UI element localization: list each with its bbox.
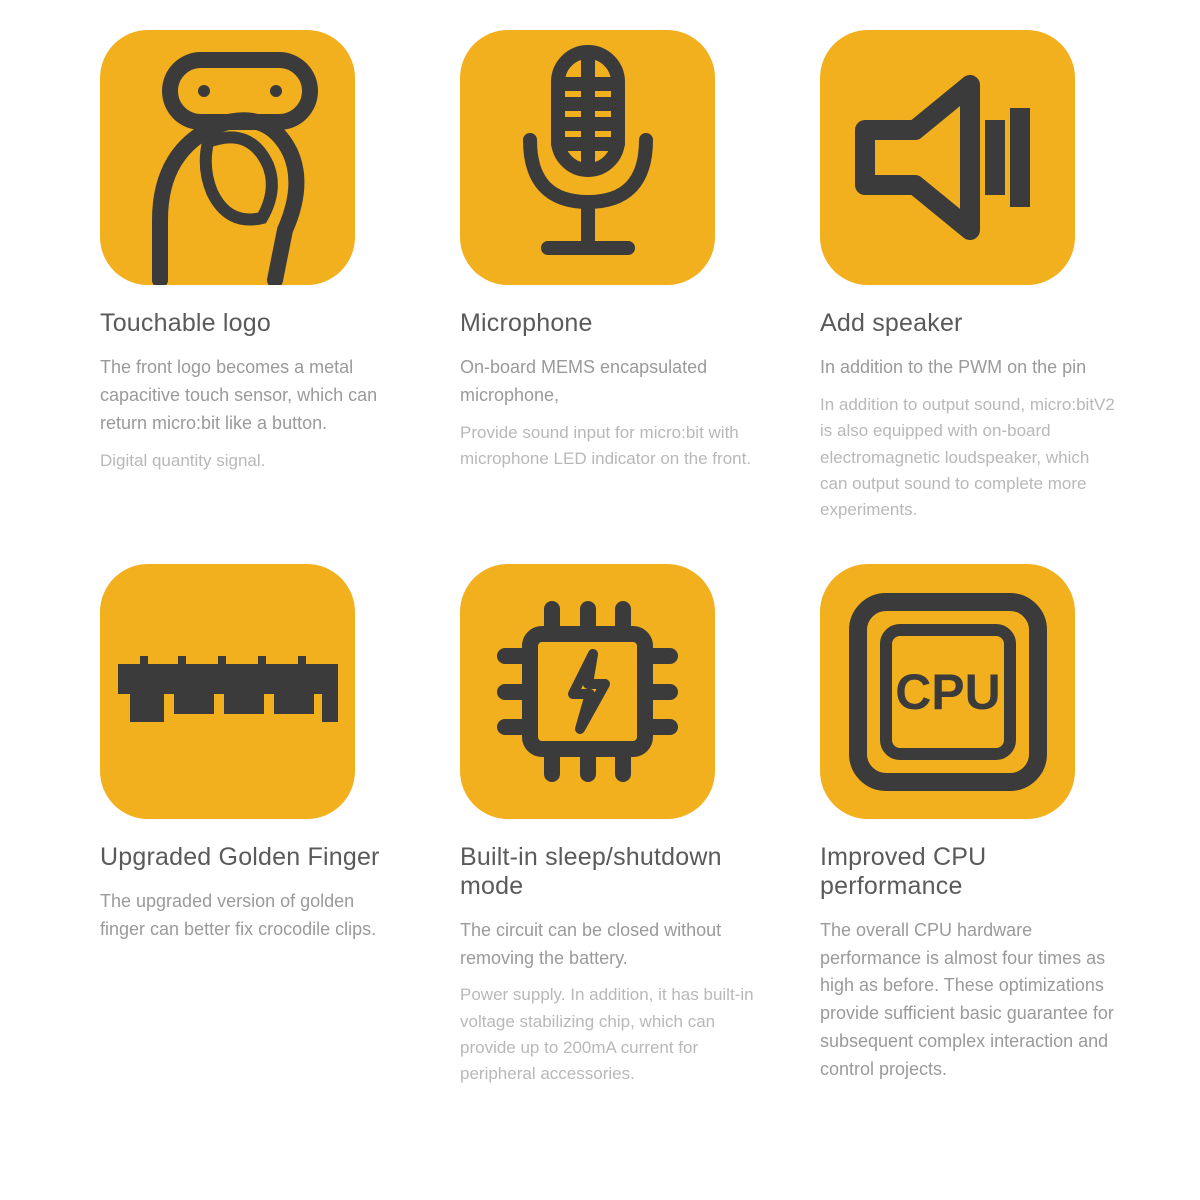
cpu-icon: CPU — [820, 564, 1075, 819]
feature-sub: Digital quantity signal. — [100, 448, 400, 474]
microphone-icon — [460, 30, 715, 285]
feature-title: Upgraded Golden Finger — [100, 843, 400, 872]
feature-grid: Touchable logo The front logo becomes a … — [100, 30, 1120, 1094]
feature-desc: The front logo becomes a metal capacitiv… — [100, 354, 400, 438]
golden-finger-icon — [100, 564, 355, 819]
feature-desc: On-board MEMS encapsulated microphone, — [460, 354, 760, 410]
feature-title: Touchable logo — [100, 309, 400, 338]
svg-text:CPU: CPU — [895, 664, 1001, 720]
feature-desc: The upgraded version of golden finger ca… — [100, 888, 400, 944]
feature-title: Built-in sleep/shutdown mode — [460, 843, 760, 901]
feature-desc: The circuit can be closed without removi… — [460, 917, 760, 973]
speaker-icon — [820, 30, 1075, 285]
feature-desc: The overall CPU hardware performance is … — [820, 917, 1120, 1084]
feature-card: Upgraded Golden Finger The upgraded vers… — [100, 564, 400, 1094]
feature-title: Microphone — [460, 309, 760, 338]
feature-title: Improved CPU performance — [820, 843, 1120, 901]
touch-icon — [100, 30, 355, 285]
feature-card: Built-in sleep/shutdown mode The circuit… — [460, 564, 760, 1094]
feature-card: Add speaker In addition to the PWM on th… — [820, 30, 1120, 524]
feature-card: Touchable logo The front logo becomes a … — [100, 30, 400, 524]
feature-card: Microphone On-board MEMS encapsulated mi… — [460, 30, 760, 524]
chip-icon — [460, 564, 715, 819]
feature-sub: Provide sound input for micro:bit with m… — [460, 420, 760, 473]
feature-desc: In addition to the PWM on the pin — [820, 354, 1120, 382]
feature-card: CPU Improved CPU performance The overall… — [820, 564, 1120, 1094]
feature-sub: Power supply. In addition, it has built-… — [460, 982, 760, 1087]
feature-title: Add speaker — [820, 309, 1120, 338]
feature-sub: In addition to output sound, micro:bitV2… — [820, 392, 1120, 524]
